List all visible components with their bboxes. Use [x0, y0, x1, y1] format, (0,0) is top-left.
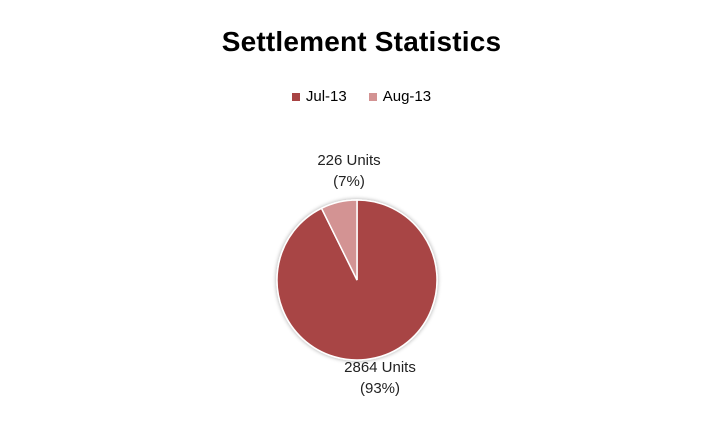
legend: Jul-13 Aug-13 — [0, 88, 723, 105]
data-label-percent: (93%) — [359, 380, 400, 397]
chart-title: Settlement Statistics — [221, 26, 502, 57]
data-label-aug-13: 226 Units (7%) — [299, 150, 399, 192]
legend-label: Jul-13 — [305, 88, 347, 105]
data-label-jul-13: 2864 Units (93%) — [325, 357, 435, 399]
pie-slice-aug-13 — [320, 199, 358, 281]
data-label-percent: (7%) — [333, 173, 365, 190]
legend-item-aug-13: Aug-13 — [368, 88, 432, 105]
pie-slices — [276, 199, 438, 361]
legend-swatch — [368, 92, 377, 101]
legend-swatch — [291, 92, 300, 101]
legend-label: Aug-13 — [382, 88, 432, 105]
legend-item-jul-13: Jul-13 — [291, 88, 347, 105]
data-label-value: 226 Units — [317, 152, 381, 169]
data-label-value: 2864 Units — [344, 359, 416, 376]
